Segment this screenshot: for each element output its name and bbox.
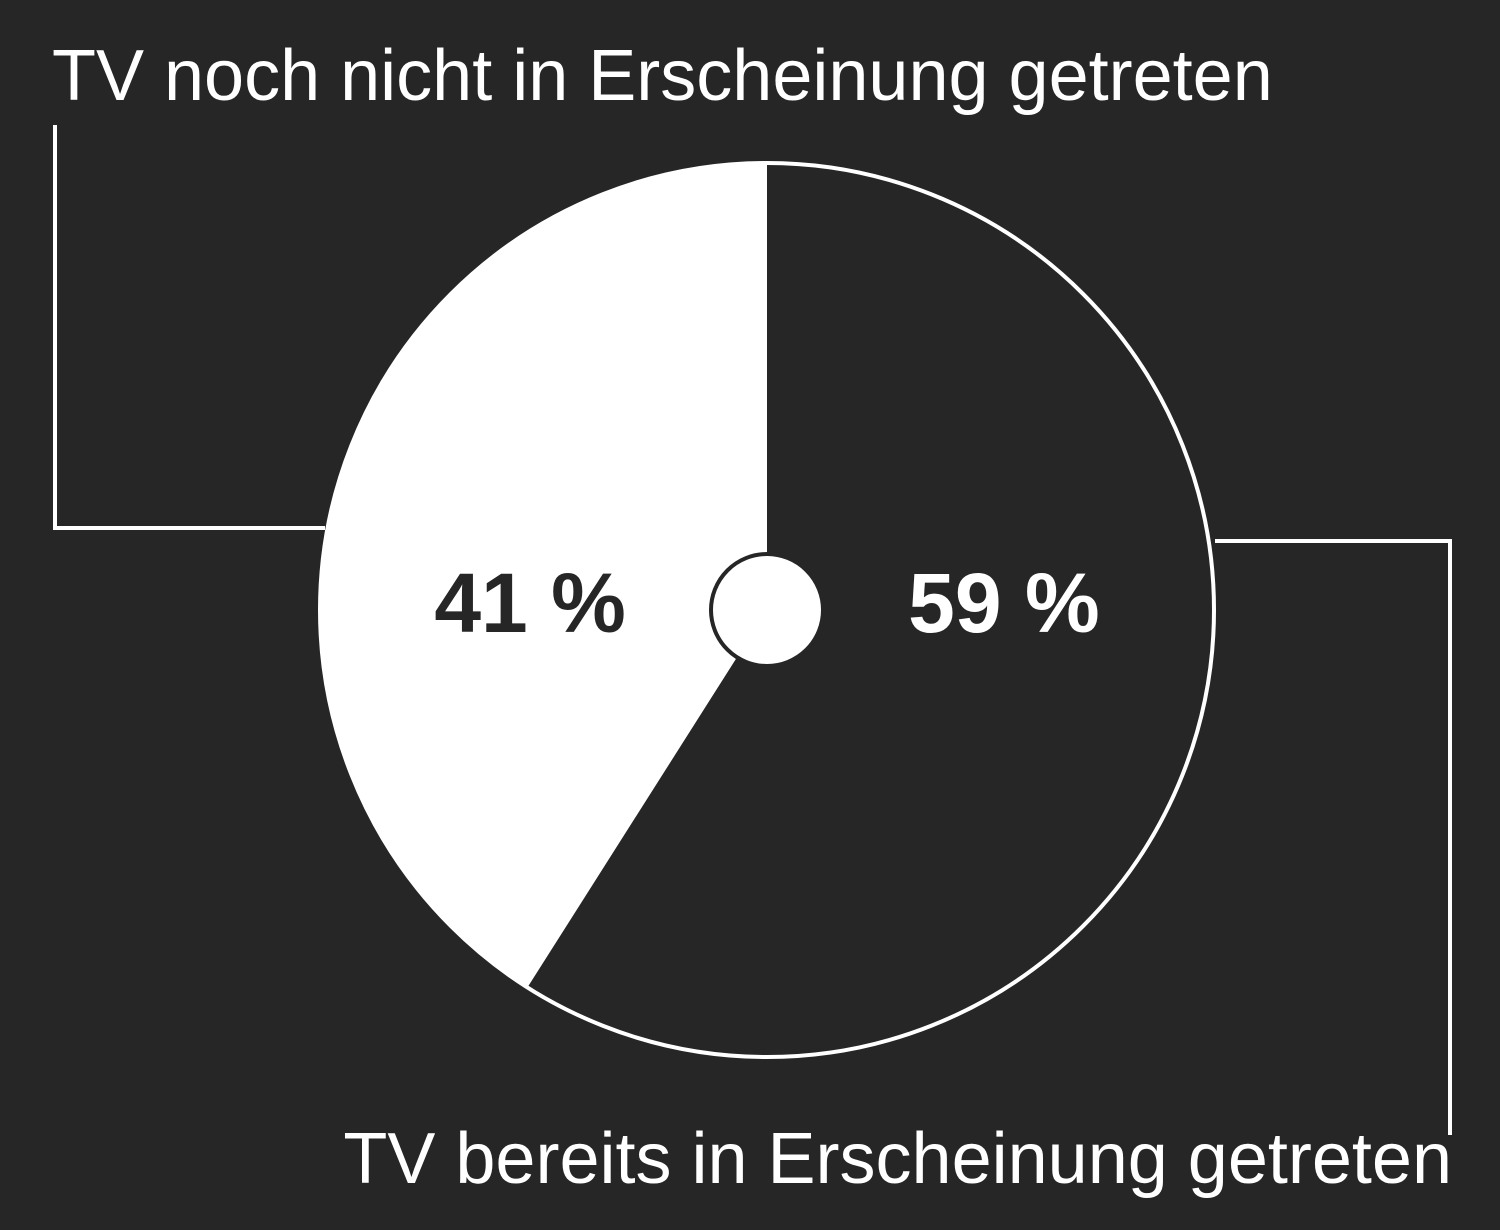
category-label: TV noch nicht in Erscheinung getreten xyxy=(52,36,1273,116)
leader-line xyxy=(1215,539,1452,1135)
pie: 59 % 41 % xyxy=(318,161,1216,1059)
leader-line xyxy=(53,125,325,530)
pie-outline xyxy=(318,161,1216,1059)
category-label: TV bereits in Erscheinung getreten xyxy=(343,1119,1452,1199)
value-label: 41 % xyxy=(434,556,625,650)
value-label: 59 % xyxy=(908,556,1099,650)
pie-slice xyxy=(319,163,767,988)
pie-slice xyxy=(527,163,1214,1057)
center-hole xyxy=(709,552,825,668)
